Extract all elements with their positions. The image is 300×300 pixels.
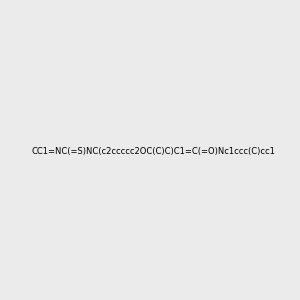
Text: CC1=NC(=S)NC(c2ccccc2OC(C)C)C1=C(=O)Nc1ccc(C)cc1: CC1=NC(=S)NC(c2ccccc2OC(C)C)C1=C(=O)Nc1c… bbox=[32, 147, 276, 156]
